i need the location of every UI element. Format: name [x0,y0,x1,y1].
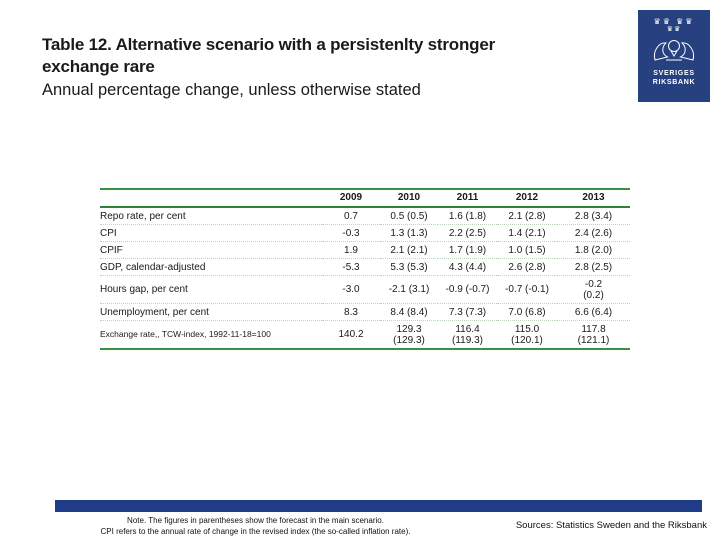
table-cell: 6.6 (6.4) [557,303,630,321]
title-block: Table 12. Alternative scenario with a pe… [42,34,627,101]
table-row: Repo rate, per cent 0.7 0.5 (0.5) 1.6 (1.8)… [100,207,630,225]
table-cell: -5.3 [322,258,380,276]
table-row: CPIF 1.9 2.1 (2.1) 1.7 (1.9) 1.0 (1.5) 1.8 (2… [100,241,630,259]
row-label: Hours gap, per cent [100,275,322,304]
table-header-row: 2009 2010 2011 2012 2013 [100,189,630,208]
table-row: Hours gap, per cent -3.0 -2.1 (3.1) -0.9 (-… [100,275,630,304]
table-cell: 1.9 [322,241,380,259]
table-cell: 2.8 (3.4) [574,210,613,222]
column-header: 2011 [438,189,497,208]
row-label: Exchange rate,, TCW-index, 1992-11-18=10… [100,320,322,349]
table-cell: 7.0 (6.8) [497,303,557,321]
table-cell: 1.0 (1.5) [497,241,557,259]
column-header: 2009 [322,189,380,208]
row-label: GDP, calendar-adjusted [100,258,322,276]
riksbank-emblem-icon [651,35,697,68]
column-header: 2012 [497,189,557,208]
slide-title-line-1: Table 12. Alternative scenario with a pe… [42,35,496,54]
table-row: GDP, calendar-adjusted -5.3 5.3 (5.3) 4.3 (… [100,258,630,276]
slide-subtitle: Annual percentage change, unless otherwi… [42,81,421,99]
table-cell: -0.2 (0.2) [557,275,630,304]
sources-text: Sources: Statistics Sweden and the Riksb… [515,520,707,531]
table-container: 2009 2010 2011 2012 2013 Repo rate, per cent… [100,188,630,350]
table-cell: -0.9 (-0.7) [438,275,497,304]
table-cell: 8.4 (8.4) [380,303,438,321]
row-label: Unemployment, per cent [100,303,322,321]
table-cell: 2.1 (2.1) [380,241,438,259]
row-label: CPIF [100,241,322,259]
table-cell: 1.7 (1.9) [438,241,497,259]
table-cell: 1.8 (2.0) [557,241,630,259]
table-cell: -0.7 (-0.1) [497,275,557,304]
column-header: 2010 [380,189,438,208]
table-row: Exchange rate,, TCW-index, 1992-11-18=10… [100,320,630,349]
column-header: 2013 [557,189,630,208]
table-cell: 2.6 (2.8) [497,258,557,276]
table-cell: 117.8 (121.1) [557,320,630,349]
table-cell: 0.7 [344,210,358,222]
table-cell: -3.0 [322,275,380,304]
table-cell: 2.4 (2.6) [557,224,630,242]
riksbank-logo: ♛♛ ♛♛ ♛♛ SVERIGES RIKSBANK [638,10,710,102]
logo-org-name-line-2: RIKSBANK [652,78,696,86]
table-cell: 140.2 [322,320,380,349]
table-cell: 129.3 (129.3) [380,320,438,349]
table-cell: 1.4 (2.1) [497,224,557,242]
footnote-line-1: Note. The figures in parentheses show th… [127,516,384,525]
table-cell: 1.3 (1.3) [380,224,438,242]
crowns-icon: ♛♛ [666,26,682,33]
table-corner-cell [100,189,322,208]
slide-title-line-2: exchange rare [42,57,155,76]
footnote: Note. The figures in parentheses show th… [28,515,483,537]
crowns-icon: ♛♛ ♛♛ [653,17,695,26]
table-cell: 7.3 (7.3) [438,303,497,321]
data-table: 2009 2010 2011 2012 2013 Repo rate, per cent… [100,188,630,350]
table-cell: 1.6 (1.8) [448,210,487,222]
row-label: Repo rate, per cent [100,210,186,222]
footer-accent-bar [55,500,702,512]
table-cell: 2.2 (2.5) [438,224,497,242]
row-label: CPI [100,224,322,242]
table-cell: 116.4 (119.3) [438,320,497,349]
table-row: CPI -0.3 1.3 (1.3) 2.2 (2.5) 1.4 (2.1) 2.4 (2… [100,224,630,242]
footnote-line-2: CPI refers to the annual rate of change … [100,527,411,536]
table-cell: 2.8 (2.5) [557,258,630,276]
table-cell: -2.1 (3.1) [380,275,438,304]
table-cell: 0.5 (0.5) [390,210,428,222]
table-cell: -0.3 [322,224,380,242]
table-row: Unemployment, per cent 8.3 8.4 (8.4) 7.3 (7… [100,303,630,321]
table-cell: 4.3 (4.4) [438,258,497,276]
logo-org-name-line-1: SVERIGES [653,70,695,77]
table-cell: 5.3 (5.3) [380,258,438,276]
table-cell: 8.3 [322,303,380,321]
table-cell: 2.1 (2.8) [508,210,546,222]
table-cell: 115.0 (120.1) [497,320,557,349]
